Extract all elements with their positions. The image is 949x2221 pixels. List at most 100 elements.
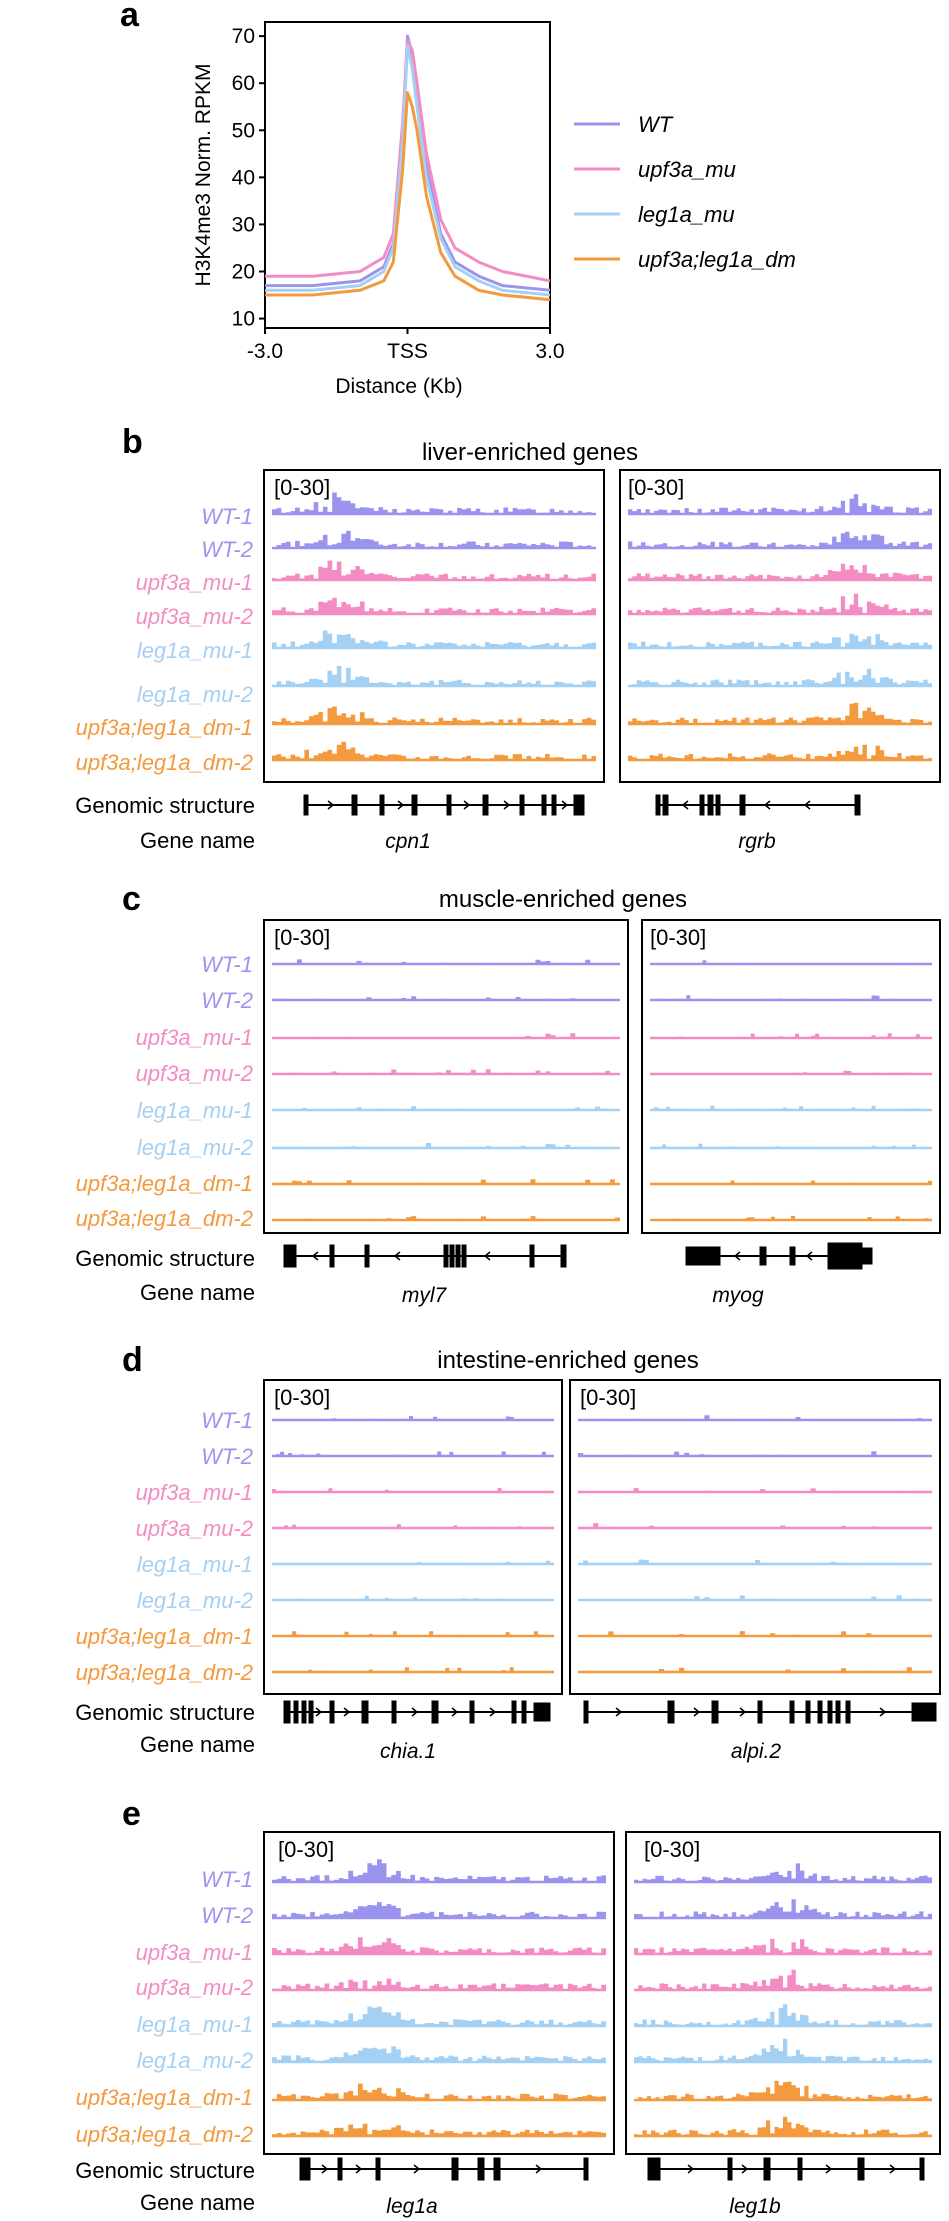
y-tick-label: 40 bbox=[232, 166, 255, 189]
track-label: WT-1 bbox=[201, 1408, 253, 1433]
track-labels: WT-1 WT-2 upf3a_mu-1 upf3a_mu-2 leg1a_mu… bbox=[76, 1408, 253, 1685]
range-label: [0-30] bbox=[274, 925, 330, 950]
signal-track bbox=[272, 2123, 606, 2136]
gene-name-rgrb: rgrb bbox=[738, 830, 776, 853]
genomic-structure-label: Genomic structure bbox=[75, 1246, 255, 1271]
signal-track bbox=[634, 1899, 932, 1918]
range-label: [0-30] bbox=[580, 1385, 636, 1410]
track-box-right bbox=[625, 1831, 941, 2155]
y-axis: 10 20 30 40 50 60 70 bbox=[232, 25, 265, 331]
series-line-leg1a-mu bbox=[265, 44, 551, 297]
tracks-cpn1 bbox=[272, 492, 596, 762]
range-label: [0-30] bbox=[644, 1837, 700, 1862]
signal-track bbox=[272, 706, 596, 724]
track-label: upf3a_mu-1 bbox=[136, 1025, 253, 1050]
signal-track bbox=[650, 1215, 932, 1220]
y-tick-label: 30 bbox=[232, 213, 255, 236]
track-label: upf3a_mu-1 bbox=[136, 570, 253, 595]
signal-track bbox=[272, 2046, 606, 2062]
track-label: upf3a_mu-2 bbox=[136, 604, 253, 629]
tracks-leg1a bbox=[272, 1859, 606, 2138]
signal-track bbox=[628, 633, 932, 648]
track-box-right bbox=[569, 1379, 941, 1695]
track-box-left bbox=[263, 1379, 563, 1695]
y-tick-label: 50 bbox=[232, 119, 255, 142]
track-box-right bbox=[619, 469, 941, 783]
profile-lines bbox=[265, 34, 551, 302]
track-label: WT-2 bbox=[201, 537, 253, 562]
track-label: leg1a_mu-1 bbox=[137, 1552, 253, 1577]
genomic-structure-label: Genomic structure bbox=[75, 2158, 255, 2183]
signal-track bbox=[634, 2116, 932, 2136]
track-label: upf3a;leg1a_dm-1 bbox=[76, 1624, 253, 1649]
range-label: [0-30] bbox=[274, 1385, 330, 1410]
gene-model-myog bbox=[685, 1242, 873, 1270]
panel-c: c muscle-enriched genes WT-1 WT-2 upf3a_… bbox=[75, 880, 941, 1307]
track-labels: WT-1 WT-2 upf3a_mu-1 upf3a_mu-2 leg1a_mu… bbox=[76, 952, 253, 1231]
series-line-upf3a-leg1a-dm bbox=[265, 91, 551, 302]
track-label: upf3a;leg1a_dm-2 bbox=[76, 750, 253, 775]
gene-model-cpn1 bbox=[303, 794, 585, 816]
panel-b-title: liver-enriched genes bbox=[422, 439, 638, 466]
signal-track bbox=[628, 494, 932, 514]
signal-track bbox=[272, 1859, 606, 1882]
track-label: upf3a_mu-2 bbox=[136, 1975, 253, 2000]
gene-model-chia1 bbox=[283, 1700, 551, 1724]
signal-track bbox=[634, 2004, 932, 2026]
track-label: upf3a;leg1a_dm-2 bbox=[76, 1206, 253, 1231]
tracks-leg1b bbox=[634, 1863, 932, 2138]
track-box-left bbox=[263, 1831, 615, 2155]
panel-b-label: b bbox=[122, 423, 143, 461]
gene-name-label: Gene name bbox=[140, 828, 255, 853]
track-label: upf3a;leg1a_dm-2 bbox=[76, 2122, 253, 2147]
track-label: upf3a_mu-1 bbox=[136, 1940, 253, 1965]
x-tick-label: 3.0 bbox=[535, 340, 564, 363]
x-axis-label: Distance (Kb) bbox=[335, 375, 462, 398]
x-tick-label: -3.0 bbox=[247, 340, 283, 363]
track-label: WT-1 bbox=[201, 1867, 253, 1892]
legend-entry: upf3a_mu bbox=[638, 157, 736, 182]
gene-model-leg1a bbox=[299, 2157, 589, 2181]
x-axis: -3.0 TSS 3.0 bbox=[247, 328, 565, 363]
gene-model-rgrb bbox=[655, 794, 861, 816]
track-label: leg1a_mu-1 bbox=[137, 638, 253, 663]
signal-track bbox=[628, 563, 932, 580]
signal-track bbox=[634, 2080, 932, 2100]
legend: WT upf3a_mu leg1a_mu upf3a;leg1a_dm bbox=[574, 112, 796, 272]
track-box-right bbox=[641, 919, 941, 1234]
y-tick-label: 20 bbox=[232, 261, 255, 284]
y-axis-label: H3K4me3 Norm. RPKM bbox=[192, 64, 215, 287]
signal-track bbox=[634, 1863, 932, 1882]
signal-track bbox=[272, 2083, 606, 2100]
panel-e-label: e bbox=[122, 1795, 141, 1833]
gene-name-label: Gene name bbox=[140, 1732, 255, 1757]
gene-name-leg1a: leg1a bbox=[386, 2195, 437, 2218]
tracks-alpi2 bbox=[578, 1415, 932, 1674]
gene-model-alpi2 bbox=[583, 1700, 937, 1724]
track-label: WT-2 bbox=[201, 1444, 253, 1469]
signal-track bbox=[634, 2038, 932, 2062]
gene-model-leg1b bbox=[647, 2157, 925, 2181]
panel-d-label: d bbox=[122, 1341, 143, 1379]
panel-a-label: a bbox=[120, 0, 140, 34]
signal-track bbox=[272, 630, 596, 648]
signal-track bbox=[628, 668, 932, 686]
signal-track bbox=[272, 665, 596, 686]
gene-name-chia1: chia.1 bbox=[380, 1740, 436, 1763]
range-label: [0-30] bbox=[274, 475, 330, 500]
signal-track bbox=[628, 702, 932, 724]
track-labels: WT-1 WT-2 upf3a_mu-1 upf3a_mu-2 leg1a_mu… bbox=[76, 504, 253, 775]
signal-track bbox=[272, 741, 596, 760]
signal-track bbox=[628, 531, 932, 548]
legend-entry: leg1a_mu bbox=[638, 202, 735, 227]
track-labels: WT-1 WT-2 upf3a_mu-1 upf3a_mu-2 leg1a_mu… bbox=[76, 1867, 253, 2147]
signal-track bbox=[634, 1938, 932, 1954]
track-label: upf3a;leg1a_dm-2 bbox=[76, 1660, 253, 1685]
y-tick-label: 10 bbox=[232, 308, 255, 331]
panel-a: a 10 20 30 40 50 60 70 -3.0 TSS 3.0 H3K4me3 Norm… bbox=[120, 0, 796, 398]
tracks-chia1 bbox=[272, 1416, 554, 1674]
x-tick-label: TSS bbox=[387, 340, 428, 363]
signal-track bbox=[628, 593, 932, 614]
signal-track bbox=[634, 1969, 932, 1990]
